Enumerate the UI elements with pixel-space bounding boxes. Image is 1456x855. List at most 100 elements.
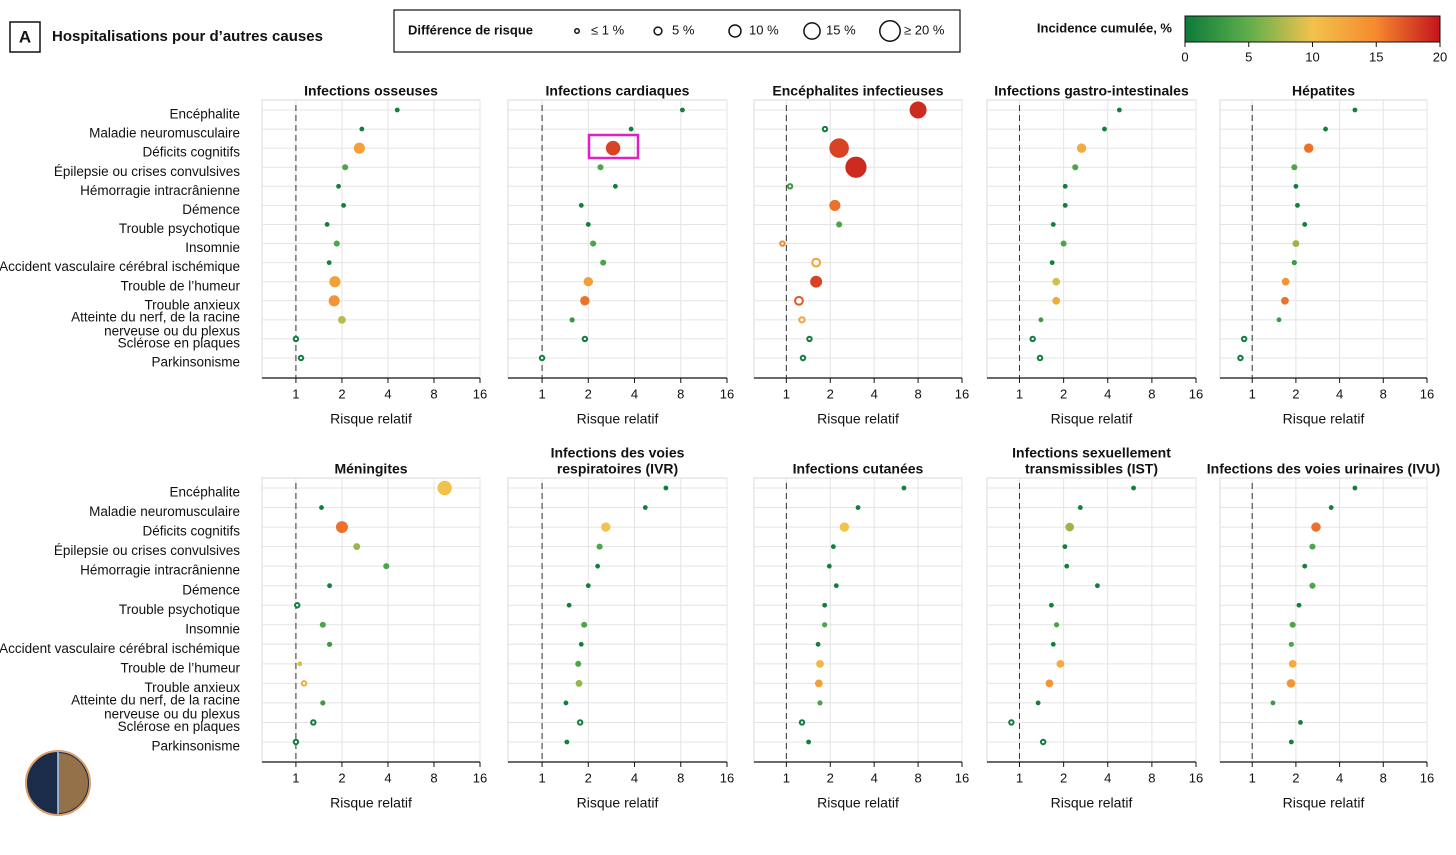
point: [1292, 240, 1300, 247]
plot-frame: [507, 477, 728, 763]
x-tick-label: 8: [914, 386, 921, 401]
point: [383, 563, 390, 570]
point: [1281, 296, 1289, 305]
legend-size-marker: [574, 28, 580, 34]
legend-box: [393, 9, 961, 53]
point: [1291, 259, 1297, 266]
point: [585, 222, 591, 227]
point: [341, 202, 346, 208]
point: [1298, 720, 1303, 725]
x-tick-label: 2: [1060, 770, 1067, 785]
x-axis-label: Risque relatif: [577, 411, 659, 427]
x-axis-label: Risque relatif: [1051, 795, 1133, 811]
point: [830, 544, 836, 550]
x-tick-label: 2: [1292, 386, 1299, 401]
x-tick-label: 2: [585, 770, 592, 785]
panel-title: Hépatites: [1292, 83, 1355, 99]
point: [1303, 143, 1314, 153]
point: [612, 183, 618, 189]
row-label: Déficits cognitifs: [142, 524, 240, 539]
point: [1309, 582, 1316, 589]
point: [833, 583, 839, 589]
point: [1072, 164, 1079, 171]
point: [575, 660, 582, 667]
point: [1352, 107, 1358, 113]
x-tick-label: 8: [1380, 770, 1387, 785]
point: [806, 739, 811, 745]
point: [1060, 240, 1067, 247]
x-tick-label: 2: [338, 386, 345, 401]
point: [1295, 202, 1300, 208]
point: [642, 505, 648, 510]
point: [437, 480, 452, 496]
panel-title: Infections sexuellement: [1012, 445, 1171, 461]
point: [324, 222, 330, 227]
panel-title: Infections cutanées: [793, 461, 924, 477]
legend-size-marker: [653, 26, 663, 36]
row-label: Maladie neuromusculaire: [89, 504, 240, 519]
point: [1296, 602, 1302, 608]
row-label: Trouble anxieux: [144, 680, 240, 695]
panel-title: respiratoires (IVR): [557, 461, 678, 477]
point: [794, 295, 804, 306]
x-tick-label: 2: [338, 770, 345, 785]
point: [663, 485, 669, 491]
point: [798, 719, 806, 726]
row-label: Trouble de l’humeur: [120, 278, 240, 293]
panel-title: transmissibles (IST): [1025, 461, 1158, 477]
x-tick-label: 1: [1249, 386, 1256, 401]
point: [1076, 143, 1087, 153]
row-label: Trouble psychotique: [119, 602, 240, 617]
point: [814, 679, 823, 688]
point: [855, 505, 861, 510]
point: [779, 240, 786, 247]
point: [845, 156, 867, 178]
x-tick-label: 1: [1016, 770, 1023, 785]
point: [292, 335, 300, 343]
row-label: Insomnie: [185, 240, 240, 255]
point: [353, 142, 365, 154]
x-axis-label: Risque relatif: [817, 411, 899, 427]
point: [1270, 700, 1276, 706]
x-tick-label: 16: [720, 386, 734, 401]
x-tick-label: 1: [292, 770, 299, 785]
point: [326, 641, 333, 647]
x-tick-label: 2: [1060, 386, 1067, 401]
point: [817, 700, 823, 706]
point: [786, 183, 794, 190]
x-tick-label: 4: [871, 386, 878, 401]
x-tick-label: 16: [473, 770, 487, 785]
x-tick-label: 8: [677, 386, 684, 401]
legend-size-label: 10 %: [749, 22, 779, 37]
point: [901, 485, 907, 491]
x-tick-label: 8: [1148, 770, 1155, 785]
point: [1050, 641, 1056, 647]
x-tick-label: 4: [384, 770, 391, 785]
row-label: nerveuse ou du plexus: [104, 706, 240, 721]
point: [909, 101, 927, 119]
point: [353, 543, 361, 551]
row-label: Atteinte du nerf, de la racine: [71, 692, 240, 707]
point: [569, 317, 575, 323]
point: [294, 602, 301, 609]
x-tick-label: 1: [783, 770, 790, 785]
point: [798, 316, 806, 324]
logo: [25, 750, 91, 816]
colorbar-tick-label: 20: [1433, 49, 1447, 64]
point: [310, 719, 317, 726]
point: [1323, 126, 1328, 132]
x-axis-label: Risque relatif: [817, 795, 899, 811]
x-tick-label: 4: [1104, 770, 1111, 785]
legend-size-label: 15 %: [826, 22, 856, 37]
point: [839, 522, 850, 532]
legend-size-marker: [803, 22, 821, 40]
point: [1062, 202, 1068, 208]
point: [1237, 354, 1244, 362]
row-label: Épilepsie ou crises convulsives: [54, 164, 240, 179]
plot-frame: [986, 477, 1197, 763]
point: [628, 126, 634, 132]
row-label: Trouble anxieux: [144, 297, 240, 312]
plot-frame: [261, 477, 481, 763]
point: [1065, 522, 1075, 532]
